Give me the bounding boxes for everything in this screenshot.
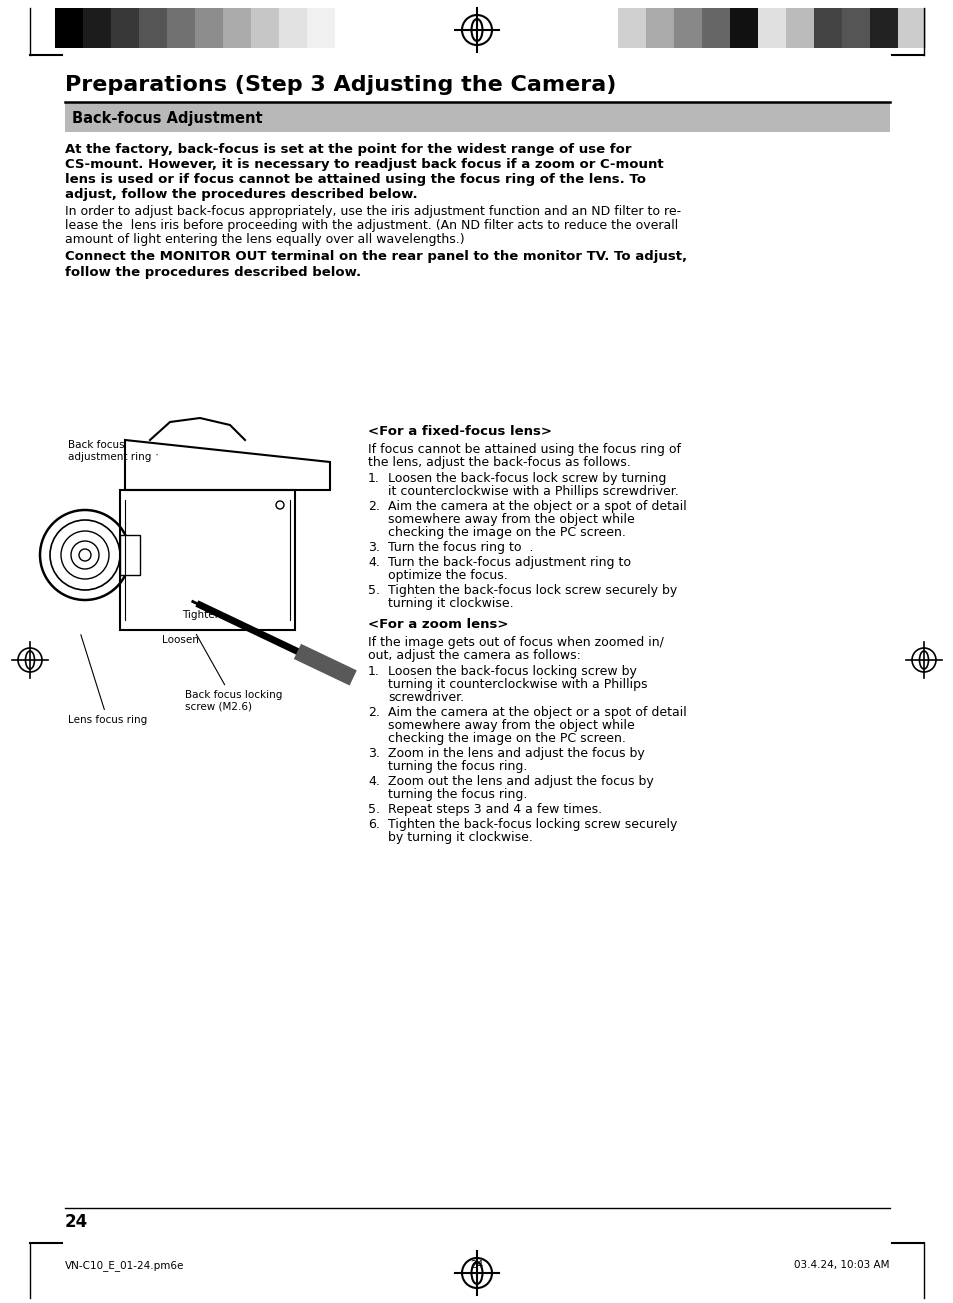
Bar — [194, 8, 223, 48]
Bar — [307, 8, 335, 48]
Text: it counterclockwise with a Phillips screwdriver.: it counterclockwise with a Phillips scre… — [388, 485, 678, 498]
Text: 3.: 3. — [368, 747, 379, 760]
Text: If focus cannot be attained using the focus ring of: If focus cannot be attained using the fo… — [368, 443, 680, 456]
Text: 3.: 3. — [368, 541, 379, 554]
Bar — [673, 8, 701, 48]
Text: 6.: 6. — [368, 818, 379, 831]
Bar — [897, 8, 925, 48]
Text: Repeat steps 3 and 4 a few times.: Repeat steps 3 and 4 a few times. — [388, 803, 601, 816]
Text: Aim the camera at the object or a spot of detail: Aim the camera at the object or a spot o… — [388, 706, 686, 719]
Bar — [278, 8, 307, 48]
Text: Back focus locking
screw (M2.6): Back focus locking screw (M2.6) — [185, 635, 282, 711]
Bar — [869, 8, 897, 48]
Bar — [120, 536, 140, 575]
Bar — [758, 8, 785, 48]
Text: 4.: 4. — [368, 775, 379, 788]
Bar — [251, 8, 278, 48]
Text: turning the focus ring.: turning the focus ring. — [388, 760, 527, 773]
Text: lens is used or if focus cannot be attained using the focus ring of the lens. To: lens is used or if focus cannot be attai… — [65, 173, 645, 186]
Text: somewhere away from the object while: somewhere away from the object while — [388, 513, 634, 526]
Bar — [813, 8, 841, 48]
Text: 2.: 2. — [368, 706, 379, 719]
Text: turning the focus ring.: turning the focus ring. — [388, 788, 527, 801]
Text: Aim the camera at the object or a spot of detail: Aim the camera at the object or a spot o… — [388, 500, 686, 513]
Text: 24: 24 — [65, 1213, 89, 1231]
Text: Back focus
adjustment ring: Back focus adjustment ring — [68, 440, 157, 461]
Text: turning it clockwise.: turning it clockwise. — [388, 597, 513, 610]
Text: Loosen the back-focus lock screw by turning: Loosen the back-focus lock screw by turn… — [388, 472, 666, 485]
Bar — [83, 8, 111, 48]
Text: 2.: 2. — [368, 500, 379, 513]
Text: 24: 24 — [470, 1260, 483, 1270]
Text: turning it counterclockwise with a Phillips: turning it counterclockwise with a Phill… — [388, 678, 647, 691]
Text: Connect the MONITOR OUT terminal on the rear panel to the monitor TV. To adjust,: Connect the MONITOR OUT terminal on the … — [65, 250, 686, 263]
Text: follow the procedures described below.: follow the procedures described below. — [65, 266, 361, 279]
Text: checking the image on the PC screen.: checking the image on the PC screen. — [388, 732, 625, 745]
Text: Turn the back-focus adjustment ring to: Turn the back-focus adjustment ring to — [388, 556, 630, 569]
Bar — [335, 8, 363, 48]
Text: Lens focus ring: Lens focus ring — [68, 635, 147, 724]
Text: somewhere away from the object while: somewhere away from the object while — [388, 719, 634, 732]
Bar — [65, 102, 889, 132]
Bar — [785, 8, 813, 48]
Text: 5.: 5. — [368, 803, 379, 816]
Text: 1.: 1. — [368, 472, 379, 485]
Text: Loosen the back-focus locking screw by: Loosen the back-focus locking screw by — [388, 665, 637, 678]
Text: CS-mount. However, it is necessary to readjust back focus if a zoom or C-mount: CS-mount. However, it is necessary to re… — [65, 158, 663, 171]
Text: 1.: 1. — [368, 665, 379, 678]
Text: Tighten the back-focus locking screw securely: Tighten the back-focus locking screw sec… — [388, 818, 677, 831]
Text: optimize the focus.: optimize the focus. — [388, 569, 507, 582]
Text: Zoom in the lens and adjust the focus by: Zoom in the lens and adjust the focus by — [388, 747, 644, 760]
Bar — [729, 8, 758, 48]
Text: the lens, adjust the back-focus as follows.: the lens, adjust the back-focus as follo… — [368, 456, 630, 469]
Text: screwdriver.: screwdriver. — [388, 691, 464, 704]
Text: Tighten: Tighten — [182, 610, 221, 620]
Bar — [167, 8, 194, 48]
Text: checking the image on the PC screen.: checking the image on the PC screen. — [388, 526, 625, 539]
Bar — [841, 8, 869, 48]
Text: Loosen: Loosen — [162, 635, 198, 645]
Text: Turn the focus ring to  .: Turn the focus ring to . — [388, 541, 533, 554]
Bar — [645, 8, 673, 48]
Bar — [55, 8, 83, 48]
Bar — [120, 490, 294, 629]
Text: If the image gets out of focus when zoomed in/: If the image gets out of focus when zoom… — [368, 636, 663, 649]
Text: In order to adjust back-focus appropriately, use the iris adjustment function an: In order to adjust back-focus appropriat… — [65, 205, 680, 218]
Text: Zoom out the lens and adjust the focus by: Zoom out the lens and adjust the focus b… — [388, 775, 653, 788]
Text: 03.4.24, 10:03 AM: 03.4.24, 10:03 AM — [794, 1260, 889, 1270]
Text: 4.: 4. — [368, 556, 379, 569]
Text: 5.: 5. — [368, 584, 379, 597]
Bar — [618, 8, 645, 48]
Text: by turning it clockwise.: by turning it clockwise. — [388, 831, 533, 844]
Bar — [139, 8, 167, 48]
Text: adjust, follow the procedures described below.: adjust, follow the procedures described … — [65, 188, 417, 201]
Text: Tighten the back-focus lock screw securely by: Tighten the back-focus lock screw secure… — [388, 584, 677, 597]
Bar — [223, 8, 251, 48]
Text: out, adjust the camera as follows:: out, adjust the camera as follows: — [368, 649, 580, 662]
Text: Back-focus Adjustment: Back-focus Adjustment — [71, 111, 262, 126]
Text: lease the  lens iris before proceeding with the adjustment. (An ND filter acts t: lease the lens iris before proceeding wi… — [65, 219, 678, 232]
Text: <For a zoom lens>: <For a zoom lens> — [368, 618, 508, 631]
Text: Preparations (Step 3 Adjusting the Camera): Preparations (Step 3 Adjusting the Camer… — [65, 76, 616, 95]
Text: <For a fixed-focus lens>: <For a fixed-focus lens> — [368, 425, 552, 438]
Text: amount of light entering the lens equally over all wavelengths.): amount of light entering the lens equall… — [65, 233, 464, 246]
Bar — [111, 8, 139, 48]
Bar — [701, 8, 729, 48]
Text: At the factory, back-focus is set at the point for the widest range of use for: At the factory, back-focus is set at the… — [65, 143, 631, 156]
Text: VN-C10_E_01-24.pm6e: VN-C10_E_01-24.pm6e — [65, 1260, 184, 1270]
